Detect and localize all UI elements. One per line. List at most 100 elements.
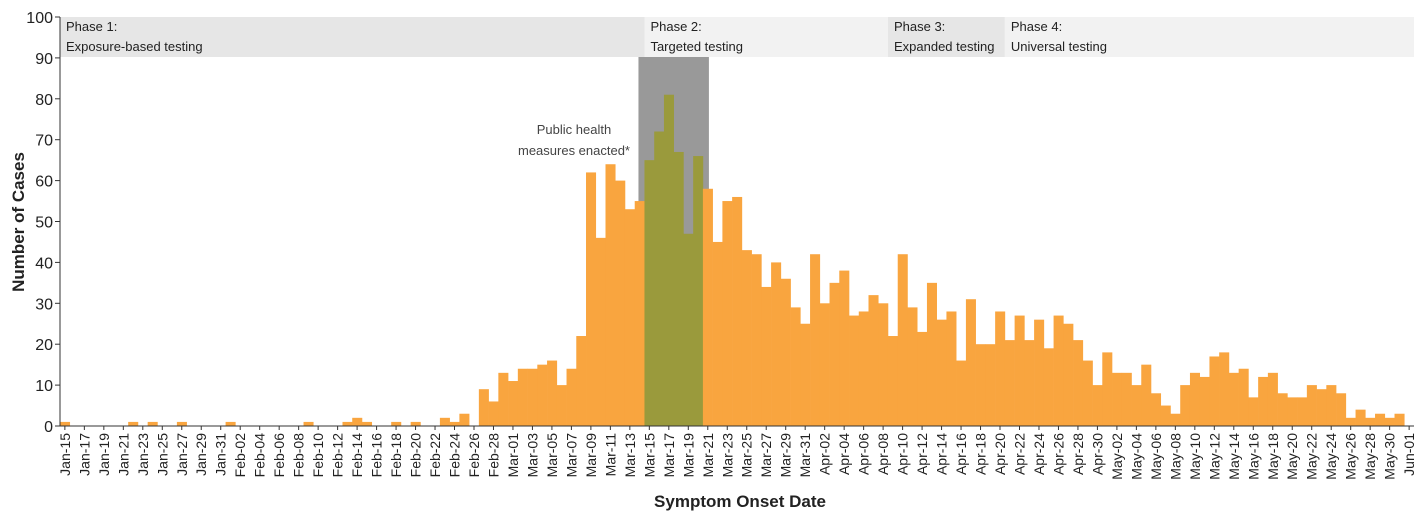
x-tick-label: Mar-23 <box>719 433 735 478</box>
x-tick-label: May-08 <box>1167 433 1183 480</box>
bar <box>1160 405 1171 426</box>
x-tick-label: May-04 <box>1128 433 1144 480</box>
x-tick-label: Mar-17 <box>661 433 677 478</box>
bar <box>956 360 967 426</box>
phase-name: Phase 1: <box>66 19 117 34</box>
bar <box>634 201 645 426</box>
x-tick-label: Mar-25 <box>739 433 755 478</box>
bar <box>1180 385 1191 426</box>
bar <box>810 254 821 426</box>
bar <box>303 421 314 426</box>
bar <box>878 303 889 426</box>
bar <box>576 336 587 426</box>
bar <box>1043 348 1054 426</box>
x-tick-label: Jan-21 <box>115 433 131 476</box>
bar <box>722 201 733 426</box>
x-tick-label: Mar-19 <box>680 433 696 478</box>
x-tick-label: May-16 <box>1245 433 1261 480</box>
x-tick-label: Feb-10 <box>310 433 326 478</box>
x-tick-label: Jan-27 <box>174 433 190 476</box>
bar <box>1365 417 1376 426</box>
x-tick-label: May-22 <box>1304 433 1320 480</box>
y-tick-label: 0 <box>44 419 53 436</box>
bar <box>790 307 801 426</box>
x-tick-label: Mar-31 <box>797 433 813 478</box>
bar <box>352 417 363 426</box>
x-tick-label: Apr-22 <box>1011 433 1027 475</box>
x-tick-label: May-30 <box>1382 433 1398 480</box>
x-tick-label: Jan-25 <box>154 433 170 476</box>
bar <box>1004 340 1015 426</box>
bar <box>60 421 71 426</box>
bar <box>800 323 811 426</box>
bar <box>537 364 548 426</box>
bar <box>751 254 762 426</box>
bar <box>1121 372 1132 426</box>
x-tick-label: Apr-06 <box>856 433 872 475</box>
bar <box>547 360 558 426</box>
bar <box>985 344 996 426</box>
x-tick-label: Mar-21 <box>700 433 716 478</box>
bar <box>663 94 674 427</box>
bar <box>410 421 421 426</box>
bar <box>1248 397 1259 426</box>
phase-description: Expanded testing <box>894 39 994 54</box>
bar <box>917 331 928 426</box>
bar <box>1287 397 1298 426</box>
y-axis-label: Number of Cases <box>9 152 28 292</box>
x-tick-label: May-28 <box>1362 433 1378 480</box>
bar <box>702 188 713 426</box>
x-tick-label: Jan-17 <box>76 433 92 476</box>
x-tick-label: May-10 <box>1187 433 1203 480</box>
x-tick-label: Feb-16 <box>369 433 385 478</box>
bar <box>527 368 538 426</box>
bar <box>829 282 840 426</box>
x-tick-label: Feb-02 <box>232 433 248 478</box>
x-tick-label: Mar-13 <box>622 433 638 478</box>
x-tick-label: Apr-16 <box>953 433 969 475</box>
bar <box>644 160 655 426</box>
bar <box>1053 315 1064 426</box>
bar <box>605 164 616 427</box>
x-tick-label: Feb-08 <box>291 433 307 478</box>
bar <box>615 180 626 426</box>
x-tick-label: Feb-18 <box>388 433 404 478</box>
x-tick-label: May-12 <box>1206 433 1222 480</box>
bar <box>556 385 567 426</box>
x-tick-label: Apr-10 <box>895 433 911 475</box>
x-tick-label: Feb-24 <box>447 433 463 478</box>
x-tick-label: Apr-30 <box>1089 433 1105 475</box>
bar <box>517 368 528 426</box>
y-tick-label: 60 <box>35 174 53 191</box>
bar <box>936 319 947 426</box>
x-tick-label: Apr-04 <box>836 433 852 475</box>
x-tick-label: May-02 <box>1109 433 1125 480</box>
x-tick-label: Feb-20 <box>408 433 424 478</box>
bar <box>741 250 752 426</box>
x-tick-label: May-18 <box>1265 433 1281 480</box>
bar <box>586 172 597 426</box>
bar <box>488 401 499 426</box>
bar <box>1238 368 1249 426</box>
bar <box>1150 393 1162 426</box>
x-tick-label: May-06 <box>1148 433 1164 480</box>
x-tick-label: Apr-28 <box>1070 433 1086 475</box>
y-tick-label: 70 <box>35 133 53 150</box>
x-axis-label: Symptom Onset Date <box>654 492 826 511</box>
x-tick-label: Mar-03 <box>524 433 540 478</box>
bar <box>1082 360 1093 426</box>
bar <box>1189 372 1200 426</box>
bar <box>478 389 489 426</box>
x-tick-label: Mar-01 <box>505 433 521 478</box>
x-tick-label: Feb-22 <box>427 433 443 478</box>
bar <box>887 336 899 426</box>
y-tick-label: 10 <box>35 378 53 395</box>
bar <box>1375 413 1386 426</box>
bar <box>1258 376 1269 426</box>
x-tick-label: Feb-14 <box>349 433 365 478</box>
bar <box>147 421 158 426</box>
y-tick-label: 30 <box>35 296 53 313</box>
bar <box>1131 385 1142 426</box>
x-tick-label: Mar-05 <box>544 433 560 478</box>
bar <box>128 421 139 426</box>
